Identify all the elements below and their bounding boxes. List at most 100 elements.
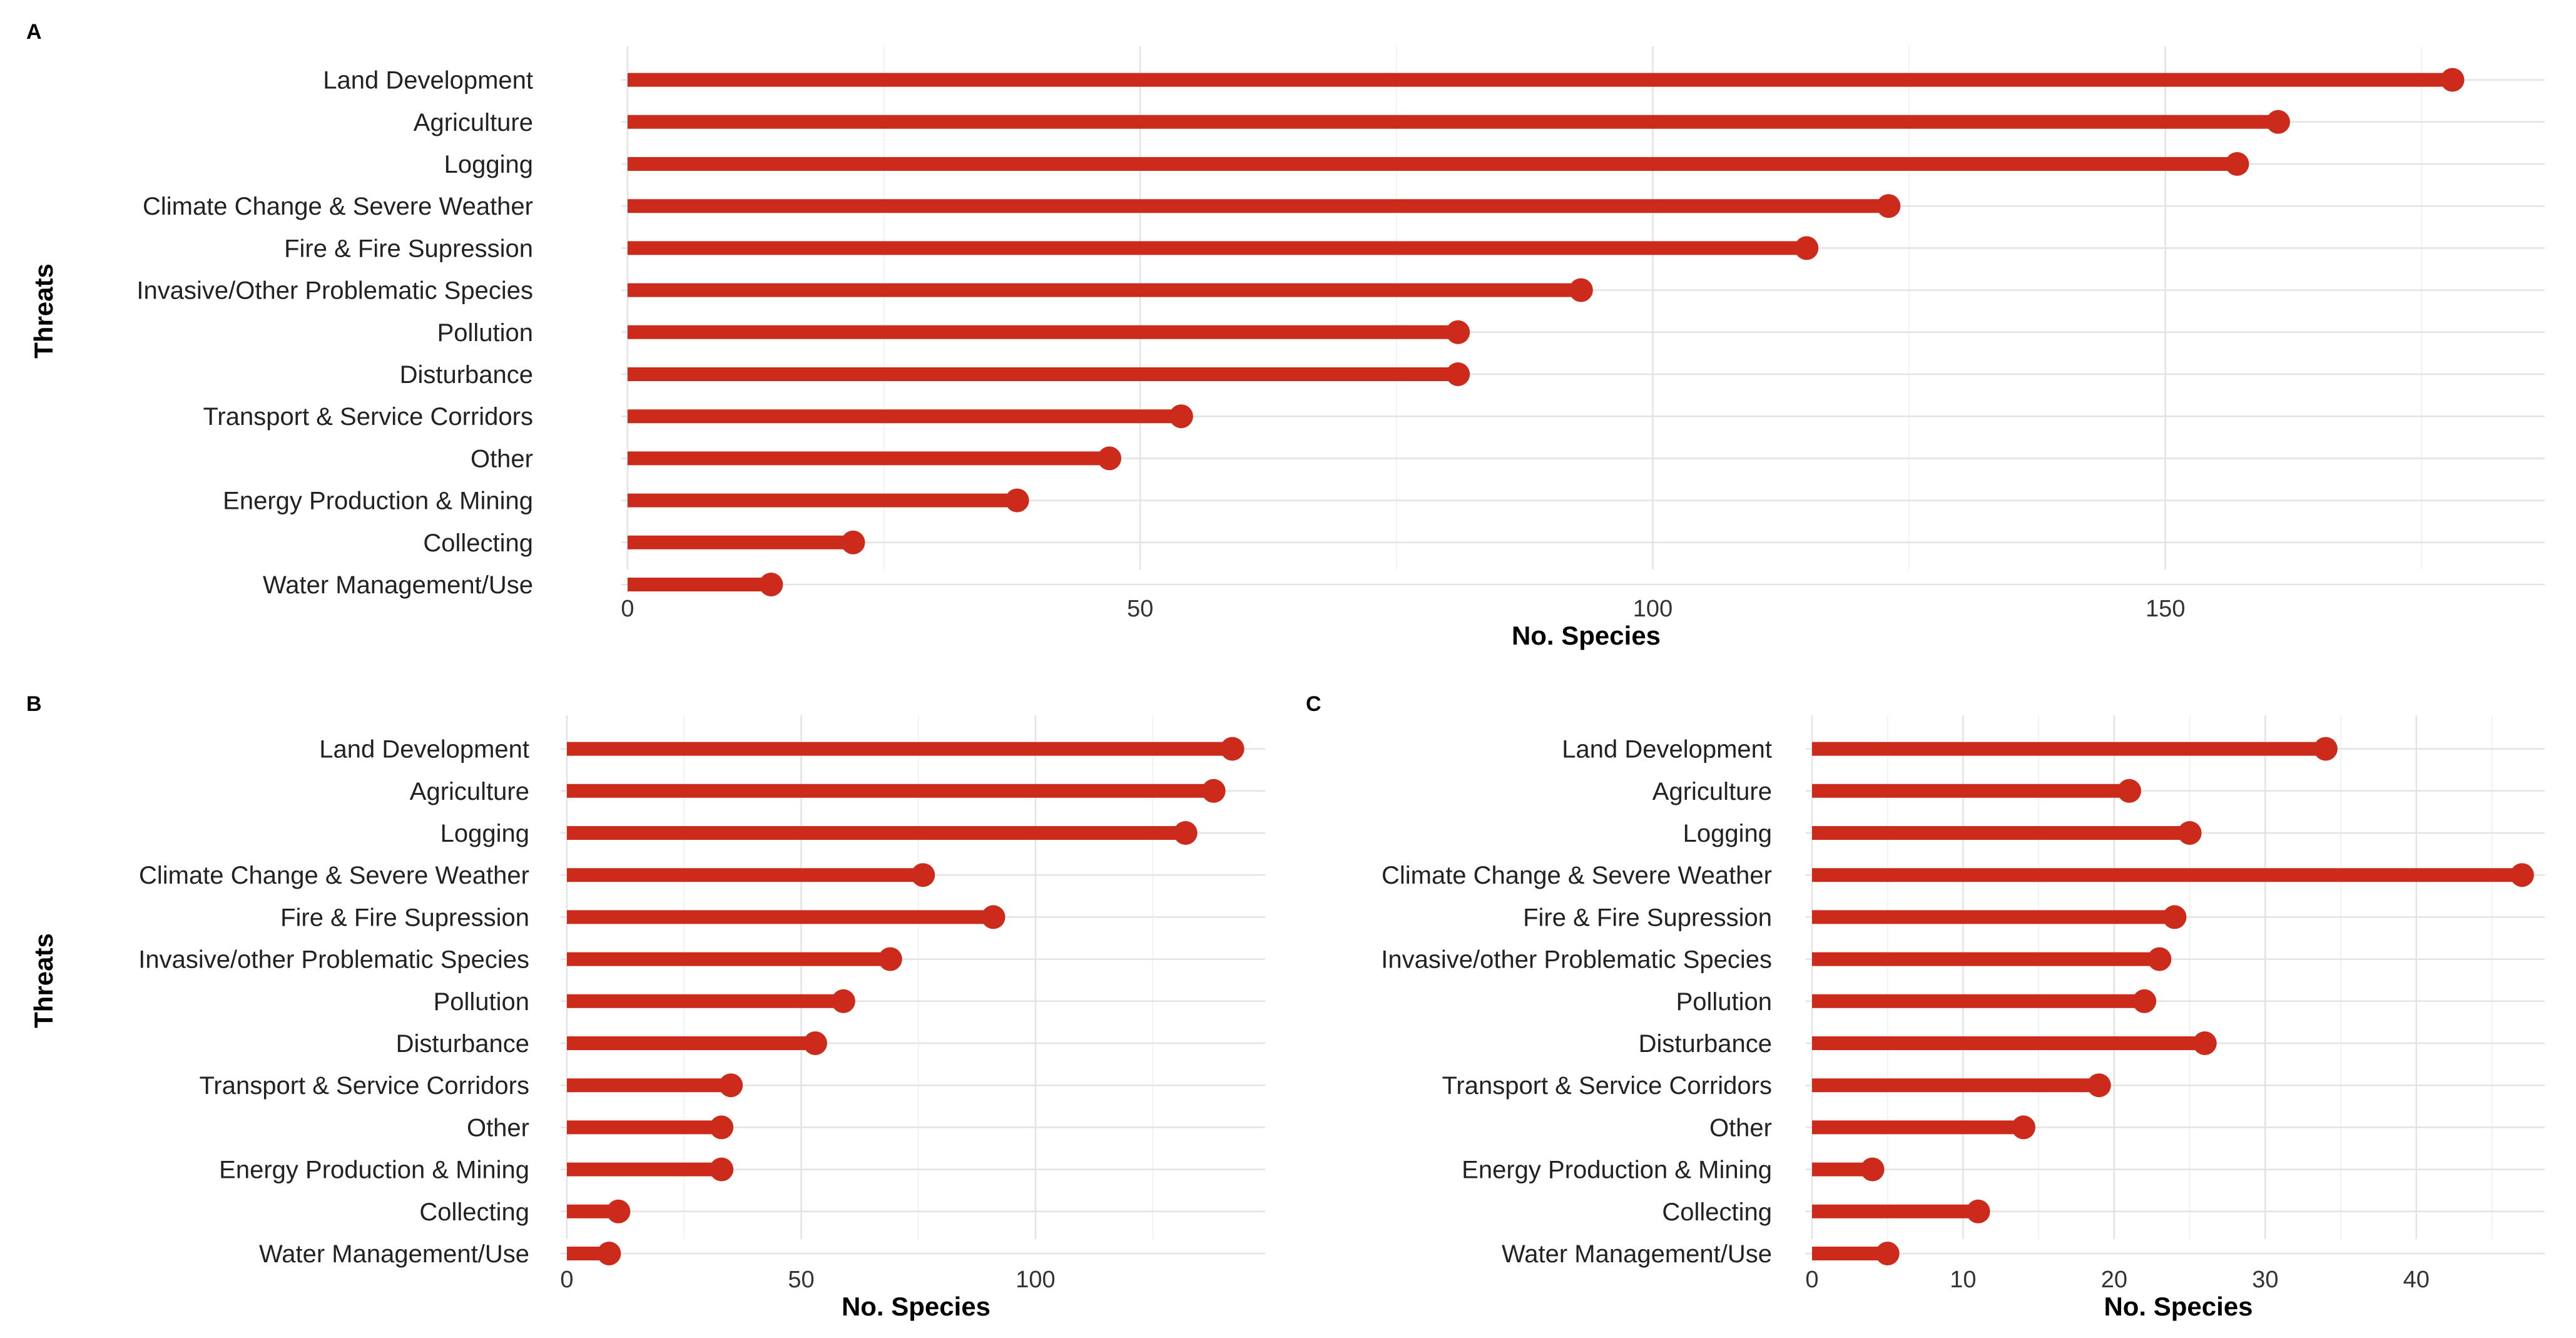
x-tick-label: 100	[1016, 1267, 1055, 1293]
lollipop-point	[878, 947, 902, 971]
category-label: Transport & Service Corridors	[199, 1072, 529, 1100]
category-label: Collecting	[419, 1198, 529, 1226]
category-label: Collecting	[1662, 1198, 1772, 1226]
x-tick-label: 10	[1950, 1267, 1976, 1293]
panel-a: Land Development Agriculture Logging Climat…	[26, 20, 2545, 650]
category-label: Agriculture	[1652, 778, 1772, 805]
lollipop-point	[1169, 404, 1193, 429]
panel-letter: B	[26, 692, 42, 716]
category-label: Disturbance	[1639, 1030, 1772, 1058]
panel-letter: C	[1306, 692, 1321, 716]
lollipop-point	[2225, 152, 2249, 176]
category-label: Logging	[444, 151, 533, 178]
category-label: Disturbance	[396, 1030, 529, 1058]
x-tick-label: 20	[2101, 1267, 2127, 1293]
category-label: Invasive/other Problematic Species	[1381, 946, 1772, 974]
lollipop-point	[710, 1115, 734, 1140]
category-label: Transport & Service Corridors	[203, 403, 533, 431]
x-axis-title: No. Species	[1512, 621, 1661, 650]
x-tick-label: 50	[1127, 596, 1153, 622]
lollipop-point	[803, 1031, 827, 1055]
category-label: Climate Change & Severe Weather	[143, 193, 533, 220]
lollipop-point	[2192, 1031, 2217, 1055]
lollipop-point	[2147, 947, 2172, 971]
x-tick-label: 150	[2146, 596, 2185, 622]
lollipop-point	[1446, 320, 1470, 344]
category-label: Fire & Fire Supression	[284, 235, 533, 262]
lollipop-point	[841, 530, 865, 554]
category-label: Logging	[440, 820, 529, 847]
lollipop-point	[2087, 1073, 2111, 1098]
lollipop-point	[1005, 488, 1029, 513]
y-axis-title: Threats	[29, 933, 58, 1028]
category-label: Other	[471, 445, 533, 472]
category-label: Water Management/Use	[263, 571, 533, 599]
lollipop-point	[2012, 1115, 2036, 1140]
lollipop-point	[1220, 737, 1245, 761]
x-tick-label: 0	[621, 596, 634, 622]
lollipop-point	[1795, 236, 1819, 260]
lollipop-point	[1569, 278, 1593, 302]
category-label: Fire & Fire Supression	[280, 904, 529, 931]
lollipop-point	[759, 573, 783, 596]
x-tick-label: 30	[2252, 1267, 2278, 1293]
category-label: Water Management/Use	[1502, 1240, 1772, 1268]
lollipop-point	[1875, 1242, 1900, 1265]
category-label: Logging	[1683, 820, 1772, 847]
category-label: Pollution	[437, 319, 533, 347]
category-label: Agriculture	[414, 109, 533, 136]
lollipop-point	[2177, 821, 2202, 845]
category-label: Land Development	[323, 67, 533, 94]
category-label: Climate Change & Severe Weather	[139, 862, 529, 889]
lollipop-point	[1966, 1199, 1990, 1223]
x-tick-label: 0	[560, 1267, 573, 1293]
x-tick-label: 100	[1633, 596, 1672, 622]
category-label: Water Management/Use	[259, 1240, 529, 1268]
lollipop-point	[710, 1157, 734, 1182]
lollipop-point	[2117, 779, 2142, 803]
lollipop-point	[911, 863, 935, 887]
lollipop-point	[1876, 194, 1901, 218]
x-axis-title: No. Species	[842, 1292, 990, 1321]
lollipop-point	[2162, 905, 2187, 929]
category-label: Invasive/Other Problematic Species	[136, 277, 533, 305]
category-label: Transport & Service Corridors	[1442, 1072, 1772, 1100]
panel-letter: A	[26, 20, 42, 44]
category-label: Invasive/other Problematic Species	[138, 946, 529, 974]
lollipop-point	[1201, 779, 1226, 803]
lollipop-point	[2313, 737, 2338, 761]
x-axis-title: No. Species	[2104, 1292, 2253, 1321]
category-label: Agriculture	[410, 778, 529, 805]
lollipop-point	[831, 989, 855, 1013]
category-label: Energy Production & Mining	[223, 488, 533, 515]
category-label: Fire & Fire Supression	[1523, 904, 1772, 931]
panel-c: Land Development Agriculture Logging Climat…	[1306, 692, 2545, 1321]
lollipop-point	[1446, 362, 1470, 386]
lollipop-point	[1860, 1157, 1885, 1182]
lollipop-point	[2132, 989, 2157, 1013]
category-label: Pollution	[1676, 988, 1772, 1016]
lollipop-point	[2266, 110, 2290, 134]
category-label: Energy Production & Mining	[1462, 1157, 1772, 1184]
lollipop-point	[1097, 446, 1122, 471]
category-label: Disturbance	[400, 361, 533, 389]
lollipop-point	[597, 1242, 621, 1265]
lollipop-point	[1173, 821, 1198, 845]
category-label: Land Development	[1562, 736, 1772, 763]
panel-b: Land Development Agriculture Logging Climat…	[26, 692, 1265, 1321]
x-tick-label: 50	[788, 1267, 814, 1293]
lollipop-point	[2510, 863, 2534, 887]
lollipop-point	[2440, 68, 2465, 92]
category-label: Energy Production & Mining	[219, 1157, 529, 1184]
category-label: Land Development	[319, 736, 529, 763]
y-axis-title: Threats	[29, 263, 58, 359]
category-label: Collecting	[423, 529, 533, 557]
lollipop-point	[981, 905, 1005, 929]
category-label: Climate Change & Severe Weather	[1382, 862, 1772, 889]
lollipop-point	[606, 1199, 631, 1223]
lollipop-point	[719, 1073, 743, 1098]
category-label: Other	[467, 1114, 529, 1141]
x-tick-label: 0	[1805, 1267, 1818, 1293]
category-label: Pollution	[434, 988, 529, 1016]
